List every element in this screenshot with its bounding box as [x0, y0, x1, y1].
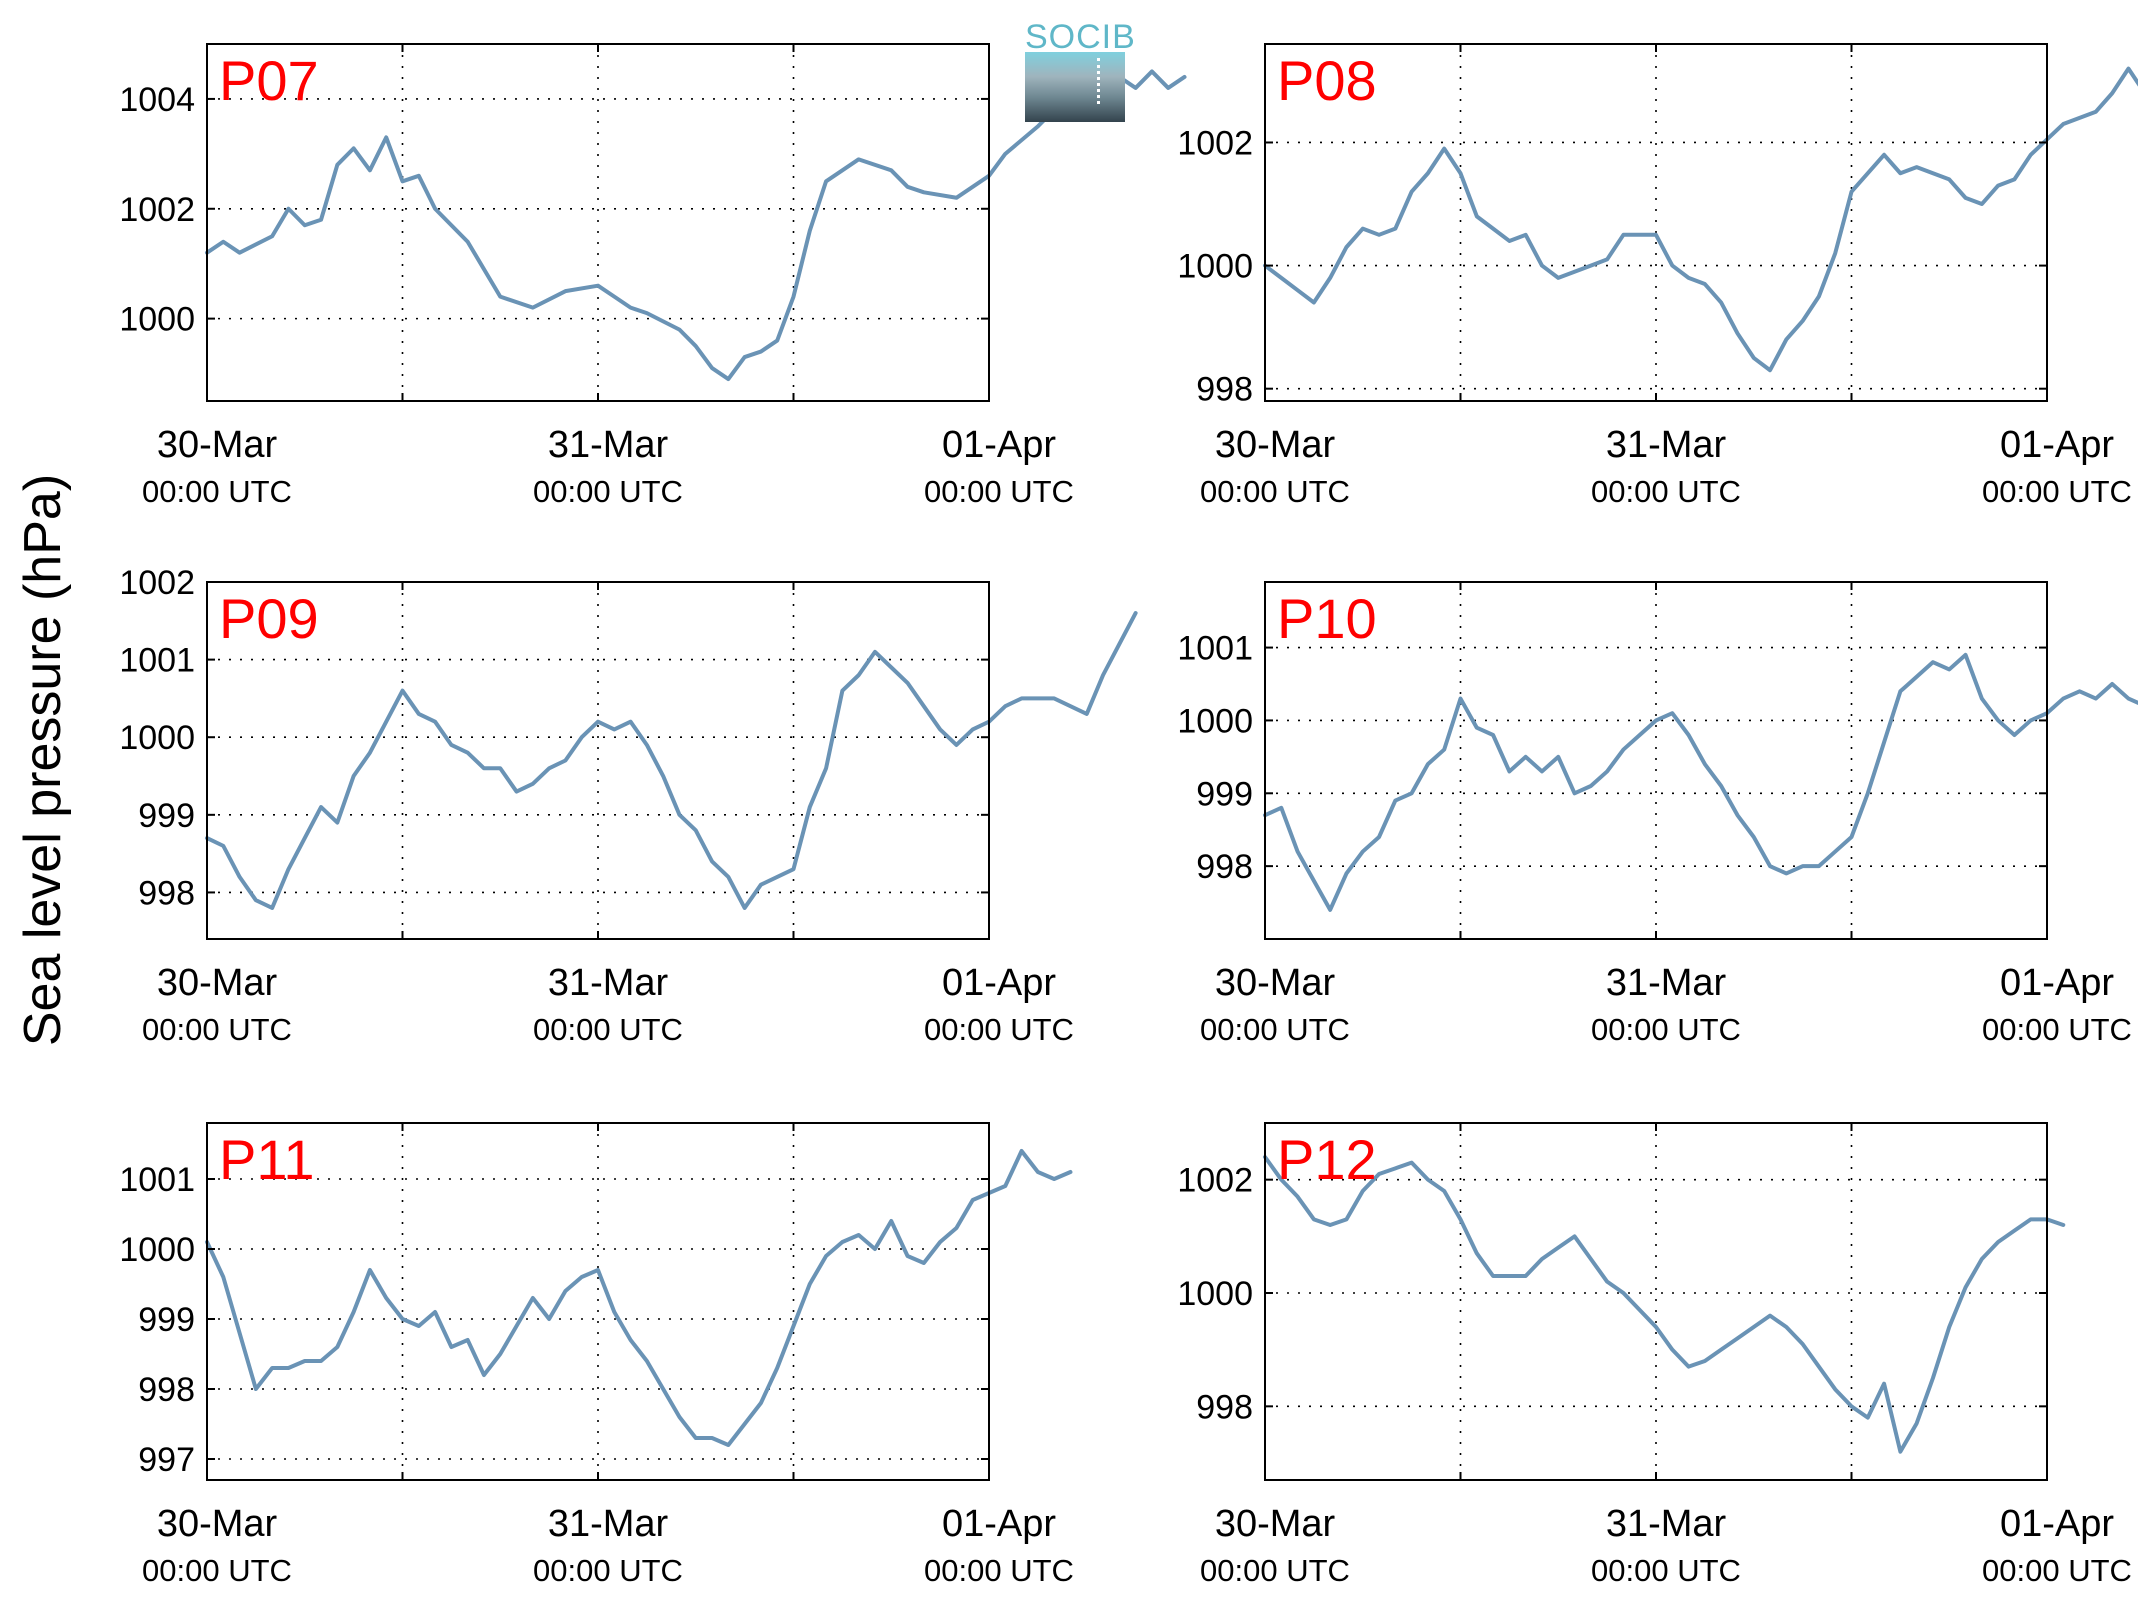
- x-tick-label-time: 00:00 UTC: [142, 1012, 292, 1047]
- plot-frame: [206, 43, 990, 402]
- x-tick-label-date: 01-Apr: [2000, 424, 2114, 466]
- socib-logo-dots: [1097, 58, 1100, 104]
- plot-frame: [1264, 581, 2048, 940]
- panel-label: P08: [1277, 49, 1377, 112]
- plot-frame: [206, 581, 990, 940]
- y-tick-label: 1002: [119, 564, 195, 602]
- x-tick-label-date: 31-Mar: [1606, 962, 1727, 1004]
- x-tick-label-date: 30-Mar: [157, 1503, 278, 1545]
- plot-frame: [1264, 43, 2048, 402]
- x-tick-label-date: 31-Mar: [548, 1503, 669, 1545]
- chart-panel-p10: 998 999 1000 1001 30-Mar 00:00 UTC 31-Mar 00:00…: [1177, 581, 2138, 1047]
- x-tick-label-time: 00:00 UTC: [1200, 1553, 1350, 1588]
- x-tick-label-time: 00:00 UTC: [533, 1012, 683, 1047]
- x-tick-label-date: 01-Apr: [942, 1503, 1056, 1545]
- x-tick-label-time: 00:00 UTC: [1200, 1012, 1350, 1047]
- panel-label: P07: [219, 49, 319, 112]
- x-tick-label-time: 00:00 UTC: [1200, 474, 1350, 509]
- x-tick-label-date: 30-Mar: [1215, 424, 1336, 466]
- socib-logo-block: [1025, 52, 1125, 122]
- y-tick-label: 999: [1196, 775, 1253, 813]
- x-tick-label-time: 00:00 UTC: [533, 474, 683, 509]
- y-tick-label: 1000: [1177, 1275, 1253, 1313]
- x-tick-label-time: 00:00 UTC: [142, 1553, 292, 1588]
- x-tick-label-date: 31-Mar: [1606, 424, 1727, 466]
- chart-panel-p09: 998 999 1000 1001 1002 30-Mar 00:00 UTC 31-Mar 0…: [119, 564, 1138, 1047]
- y-tick-label: 1002: [1177, 1162, 1253, 1200]
- panel-label: P11: [219, 1128, 314, 1191]
- y-tick-label: 1000: [119, 1231, 195, 1269]
- x-tick-label-date: 31-Mar: [548, 962, 669, 1004]
- y-tick-label: 1000: [119, 719, 195, 757]
- x-tick-label-date: 31-Mar: [1606, 1503, 1727, 1545]
- y-tick-label: 998: [1196, 848, 1253, 886]
- chart-panel-p12: 998 1000 1002 30-Mar 00:00 UTC 31-Mar 00:00 UT…: [1177, 1122, 2132, 1588]
- x-tick-label-time: 00:00 UTC: [1982, 1553, 2132, 1588]
- series-line: [205, 1149, 1073, 1447]
- x-tick-label-time: 00:00 UTC: [924, 1012, 1074, 1047]
- y-axis-title: Sea level pressure (hPa): [14, 474, 72, 1046]
- series-line: [205, 611, 1138, 910]
- y-tick-label: 997: [138, 1441, 195, 1479]
- y-tick-label: 1000: [1177, 248, 1253, 286]
- y-tick-label: 999: [138, 797, 195, 835]
- y-tick-label: 1002: [1177, 124, 1253, 162]
- x-tick-label-time: 00:00 UTC: [1591, 474, 1741, 509]
- socib-logo: SOCIB: [1025, 18, 1136, 122]
- y-axis-title-text: Sea level pressure (hPa): [14, 474, 72, 1046]
- y-tick-label: 1001: [119, 642, 195, 680]
- y-tick-label: 999: [138, 1301, 195, 1339]
- y-tick-label: 998: [138, 1371, 195, 1409]
- y-tick-label: 998: [1196, 1388, 1253, 1426]
- x-tick-label-time: 00:00 UTC: [142, 474, 292, 509]
- x-tick-label-time: 00:00 UTC: [924, 474, 1074, 509]
- series-line: [1263, 1155, 2066, 1454]
- x-tick-label-date: 30-Mar: [1215, 962, 1336, 1004]
- chart-panel-p11: 997 998 999 1000 1001 30-Mar 00:00 UTC 31-Mar 00…: [119, 1122, 1074, 1588]
- x-tick-label-date: 30-Mar: [1215, 1503, 1336, 1545]
- x-tick-label-time: 00:00 UTC: [1982, 1012, 2132, 1047]
- socib-logo-text: SOCIB: [1025, 18, 1136, 56]
- x-tick-label-time: 00:00 UTC: [1591, 1012, 1741, 1047]
- panel-label: P09: [219, 587, 319, 650]
- panel-label: P12: [1277, 1128, 1377, 1191]
- x-tick-label-date: 30-Mar: [157, 424, 278, 466]
- x-tick-label-time: 00:00 UTC: [1591, 1553, 1741, 1588]
- y-tick-label: 1000: [1177, 702, 1253, 740]
- x-tick-label-date: 31-Mar: [548, 424, 669, 466]
- y-tick-label: 1001: [1177, 630, 1253, 668]
- x-tick-label-time: 00:00 UTC: [924, 1553, 1074, 1588]
- y-tick-label: 998: [1196, 371, 1253, 409]
- y-tick-label: 1004: [119, 81, 195, 119]
- y-tick-label: 1001: [119, 1161, 195, 1199]
- x-tick-label-date: 01-Apr: [942, 962, 1056, 1004]
- plot-frame: [1264, 1122, 2048, 1481]
- y-tick-label: 998: [138, 874, 195, 912]
- x-tick-label-date: 01-Apr: [2000, 1503, 2114, 1545]
- chart-panel-p08: 998 1000 1002 30-Mar 00:00 UTC 31-Mar 00:00 UT…: [1177, 43, 2138, 509]
- x-tick-label-date: 30-Mar: [157, 962, 278, 1004]
- y-tick-label: 1000: [119, 301, 195, 339]
- x-tick-label-date: 01-Apr: [2000, 962, 2114, 1004]
- series-line: [1263, 652, 2138, 912]
- x-tick-label-date: 01-Apr: [942, 424, 1056, 466]
- x-tick-label-time: 00:00 UTC: [1982, 474, 2132, 509]
- panel-label: P10: [1277, 587, 1377, 650]
- plot-frame: [206, 1122, 990, 1481]
- y-tick-label: 1002: [119, 191, 195, 229]
- series-line: [1263, 66, 2138, 373]
- chart-panel-p07: 1000 1002 1004 30-Mar 00:00 UTC 31-Mar 00:00 U…: [119, 43, 1187, 509]
- x-tick-label-time: 00:00 UTC: [533, 1553, 683, 1588]
